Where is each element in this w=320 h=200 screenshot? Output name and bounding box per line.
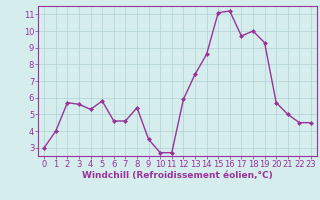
X-axis label: Windchill (Refroidissement éolien,°C): Windchill (Refroidissement éolien,°C) — [82, 171, 273, 180]
